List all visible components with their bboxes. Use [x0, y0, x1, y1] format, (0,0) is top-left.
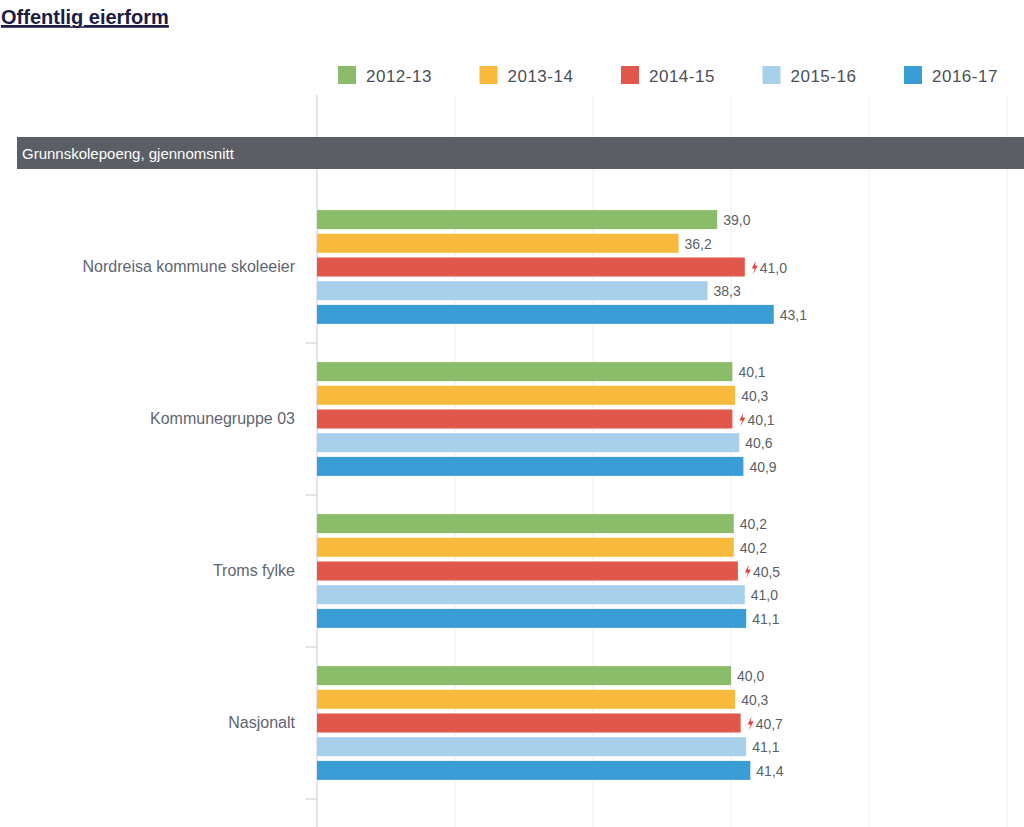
grid-line — [869, 95, 870, 827]
bar — [317, 538, 734, 557]
category-separator — [305, 343, 317, 344]
bar — [317, 457, 743, 476]
data-label: 36,2 — [685, 236, 712, 252]
legend-swatch — [621, 66, 639, 84]
data-label: 40,1 — [747, 412, 774, 428]
marker-lightning — [748, 717, 754, 731]
legend-label: 2013-14 — [508, 67, 574, 86]
data-label: 39,0 — [723, 212, 750, 228]
data-label: 40,2 — [740, 516, 767, 532]
data-label: 41,0 — [751, 587, 778, 603]
data-label: 40,3 — [741, 388, 768, 404]
bars — [317, 210, 774, 780]
data-label: 40,7 — [756, 716, 783, 732]
legend-label: 2014-15 — [649, 67, 715, 86]
category-separator — [305, 799, 317, 800]
marker-lightning — [745, 565, 751, 579]
legend: 2012-13 2013-14 2014-15 2015-16 2016-17 — [338, 66, 998, 86]
data-label: 40,9 — [749, 459, 776, 475]
category-separator — [305, 495, 317, 496]
title: Offentlig eierform — [1, 6, 169, 28]
legend-swatch — [904, 66, 922, 84]
legend-swatch — [338, 66, 356, 84]
bar — [317, 210, 717, 229]
bar — [317, 258, 745, 277]
bar — [317, 305, 774, 324]
bar — [317, 362, 732, 381]
labels: Nordreisa kommune skoleeier 39,0 36,2 41,0 3… — [82, 212, 807, 779]
title-underline — [1, 26, 169, 28]
category-label: Kommunegruppe 03 — [150, 410, 295, 427]
marker-lightning — [739, 413, 745, 427]
bar — [317, 281, 708, 300]
legend-label: 2015-16 — [791, 67, 857, 86]
data-label: 40,3 — [741, 692, 768, 708]
data-label: 40,1 — [738, 364, 765, 380]
bar — [317, 514, 734, 533]
grid-line — [1007, 95, 1008, 827]
bar — [317, 761, 750, 780]
data-label: 41,4 — [756, 763, 783, 779]
category-label: Nasjonalt — [228, 714, 295, 731]
data-label: 40,5 — [753, 564, 780, 580]
header-bar — [17, 137, 1024, 169]
legend-swatch — [480, 66, 498, 84]
category-separator — [305, 647, 317, 648]
bar — [317, 690, 735, 709]
legend-label: 2012-13 — [366, 67, 432, 86]
data-label: 40,6 — [745, 435, 772, 451]
data-label: 41,1 — [752, 739, 779, 755]
data-label: 40,0 — [737, 668, 764, 684]
marker-lightning — [752, 261, 758, 275]
data-label: 41,0 — [760, 260, 787, 276]
bar — [317, 737, 746, 756]
subtitle: Grunnskolepoeng, gjennomsnitt — [22, 145, 235, 162]
data-label: 40,2 — [740, 540, 767, 556]
bar — [317, 714, 741, 733]
data-label: 43,1 — [780, 307, 807, 323]
bar — [317, 410, 732, 429]
bar — [317, 234, 679, 253]
bar — [317, 666, 731, 685]
chart: Offentlig eierform Grunnskolepoeng, gjenn… — [0, 0, 1024, 827]
data-label: 38,3 — [714, 283, 741, 299]
bar — [317, 386, 735, 405]
bar — [317, 562, 738, 581]
data-label: 41,1 — [752, 611, 779, 627]
bar — [317, 585, 745, 604]
category-label: Troms fylke — [213, 562, 295, 579]
category-label: Nordreisa kommune skoleeier — [82, 258, 295, 275]
legend-label: 2016-17 — [932, 67, 998, 86]
legend-swatch — [763, 66, 781, 84]
bar — [317, 609, 746, 628]
bar — [317, 433, 739, 452]
